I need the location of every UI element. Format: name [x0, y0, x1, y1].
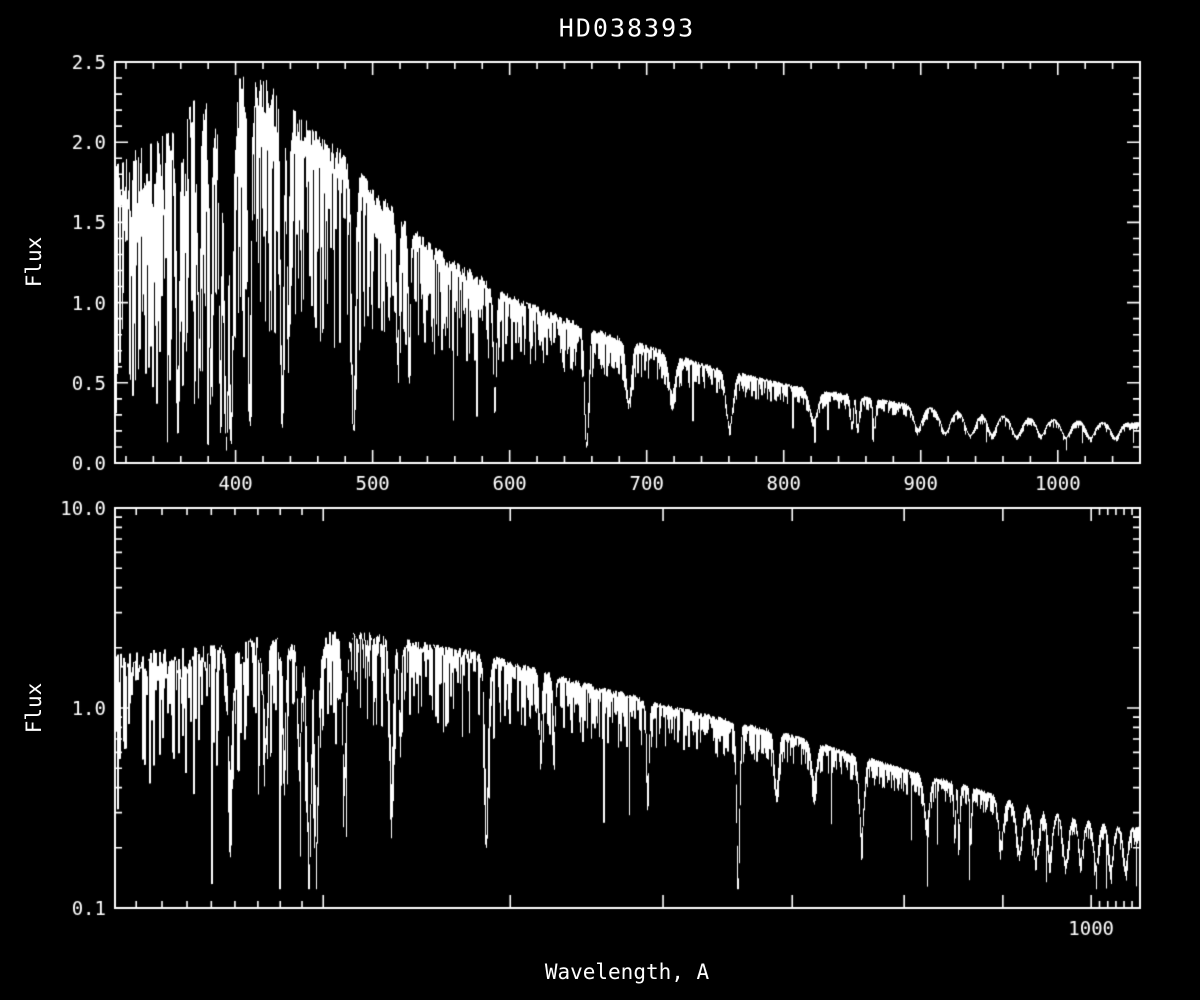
chart-title: HD038393: [558, 13, 696, 43]
wavelength-axis-label: Wavelength, A: [544, 960, 710, 984]
flux-axis-label-bottom: Flux: [22, 682, 46, 734]
flux-axis-label-top: Flux: [22, 236, 46, 288]
